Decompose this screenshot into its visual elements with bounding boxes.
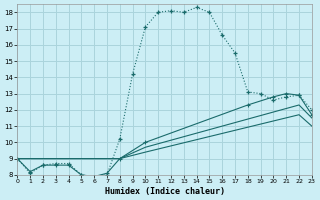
X-axis label: Humidex (Indice chaleur): Humidex (Indice chaleur) bbox=[105, 187, 225, 196]
